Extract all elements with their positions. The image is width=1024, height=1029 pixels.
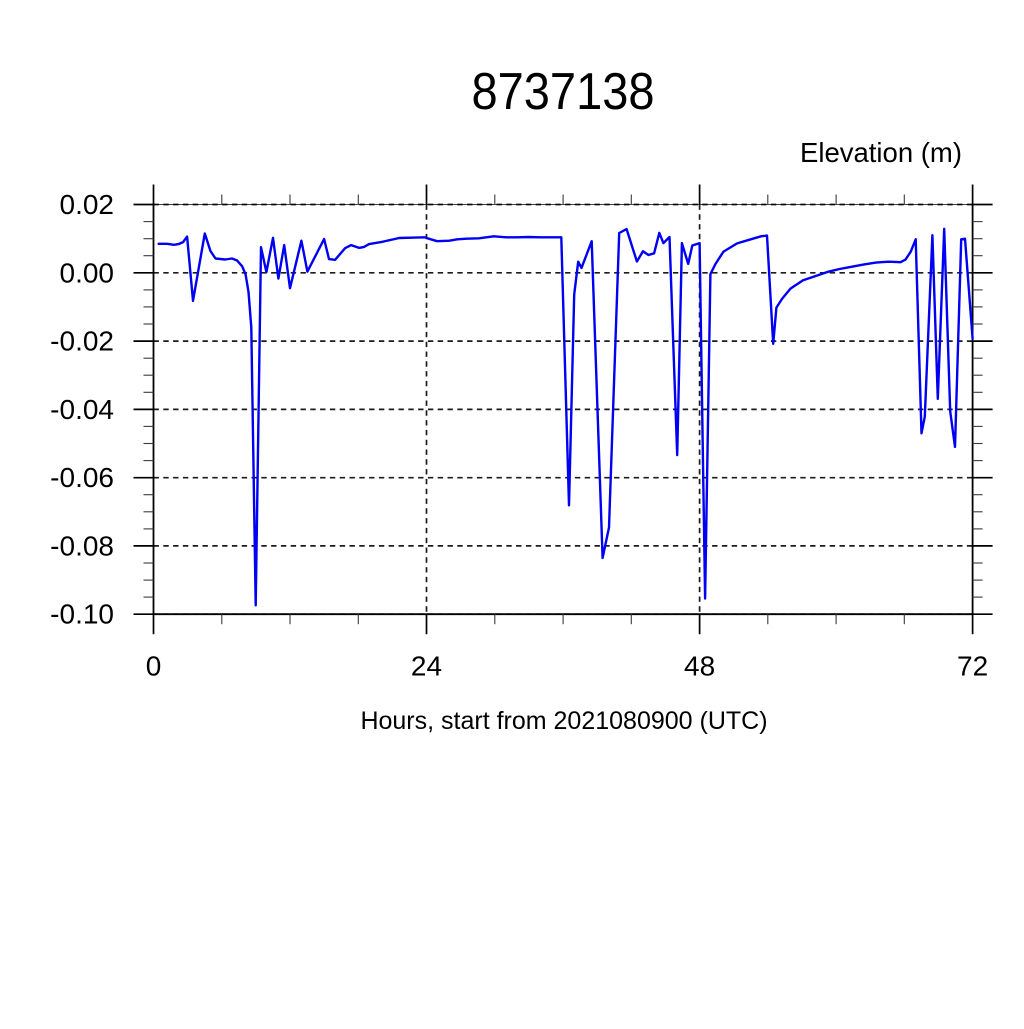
svg-text:-0.10: -0.10 (50, 599, 114, 630)
svg-text:48: 48 (684, 651, 715, 682)
svg-text:0.02: 0.02 (60, 189, 115, 220)
svg-text:-0.08: -0.08 (50, 530, 114, 561)
svg-text:-0.06: -0.06 (50, 462, 114, 493)
svg-text:-0.02: -0.02 (50, 326, 114, 357)
svg-text:-0.04: -0.04 (50, 394, 114, 425)
svg-text:24: 24 (411, 651, 442, 682)
svg-text:0: 0 (146, 651, 162, 682)
svg-text:72: 72 (957, 651, 988, 682)
svg-text:Elevation (m): Elevation (m) (800, 137, 962, 168)
svg-text:0.00: 0.00 (60, 257, 115, 288)
svg-text:Hours, start from 2021080900 (: Hours, start from 2021080900 (UTC) (360, 707, 767, 735)
svg-text:8737138: 8737138 (472, 63, 655, 121)
